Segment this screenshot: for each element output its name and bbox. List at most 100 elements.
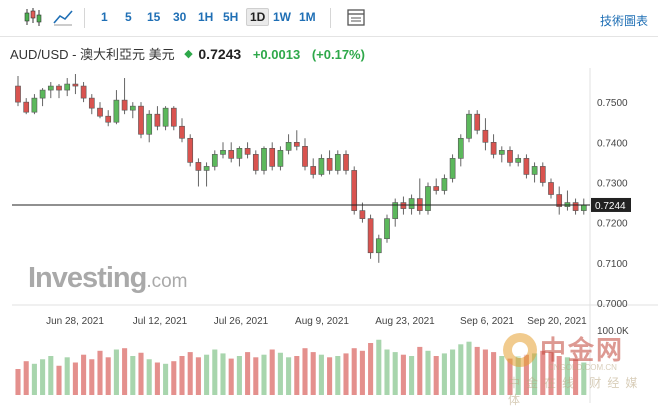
volume-bar bbox=[72, 362, 78, 395]
volume-bar bbox=[48, 356, 54, 395]
candle-body bbox=[15, 85, 21, 103]
candle-body bbox=[277, 150, 284, 167]
candle-body bbox=[392, 202, 399, 219]
volume-bar bbox=[56, 365, 62, 395]
volume-bar bbox=[458, 344, 464, 395]
candle-body bbox=[457, 137, 464, 159]
candle-body bbox=[203, 166, 210, 171]
candle-body bbox=[285, 142, 292, 151]
volume-bar bbox=[31, 363, 37, 395]
y-tick-label: 0.7100 bbox=[597, 259, 628, 270]
price-change: +0.0013 bbox=[252, 47, 301, 62]
x-tick-label: Jun 28, 2021 bbox=[46, 316, 104, 327]
volume-bar bbox=[499, 356, 505, 395]
candle-body bbox=[31, 97, 38, 113]
price-change-percent: (+0.17%) bbox=[311, 47, 365, 62]
volume-bar bbox=[532, 353, 538, 395]
candle-body bbox=[310, 166, 317, 175]
y-tick-label: 0.7200 bbox=[597, 219, 628, 230]
volume-bar bbox=[318, 354, 324, 395]
volume-bar bbox=[187, 352, 193, 395]
volume-bar bbox=[515, 356, 521, 395]
timeframe-5h[interactable]: 5H bbox=[223, 10, 239, 24]
candle-body bbox=[97, 107, 103, 117]
volume-bar bbox=[310, 352, 316, 395]
candle-body bbox=[39, 89, 46, 99]
volume-bar bbox=[466, 341, 472, 395]
candle-body bbox=[72, 83, 79, 87]
volume-bar bbox=[40, 359, 46, 395]
candle-body bbox=[138, 105, 144, 135]
y-tick-label: 0.7500 bbox=[597, 98, 628, 109]
volume-bar bbox=[261, 354, 267, 395]
candle-body bbox=[121, 99, 128, 111]
candle-body bbox=[113, 99, 120, 123]
volume-bar bbox=[138, 352, 144, 395]
candle-body bbox=[556, 194, 563, 207]
volume-bar bbox=[294, 356, 300, 395]
candle-body bbox=[441, 178, 448, 191]
x-tick-label: Sep 6, 2021 bbox=[460, 316, 514, 327]
candle-body bbox=[318, 158, 325, 175]
chart-toolbar: 1 5 15 30 1H 5H 1D 1W 1M 技術圖表 bbox=[0, 0, 658, 37]
candle-body bbox=[531, 166, 538, 175]
volume-bar bbox=[236, 356, 242, 395]
candle-body bbox=[334, 154, 341, 171]
volume-bar bbox=[277, 352, 283, 395]
up-arrow-icon: ◆ bbox=[184, 48, 193, 60]
calendar-icon[interactable] bbox=[345, 6, 367, 28]
timeframe-5min[interactable]: 5 bbox=[125, 10, 132, 24]
y-tick-label: 0.7400 bbox=[597, 138, 628, 149]
timeframe-1w[interactable]: 1W bbox=[273, 10, 291, 24]
candle-body bbox=[179, 125, 185, 139]
volume-bar bbox=[548, 352, 554, 395]
x-tick-label: Aug 9, 2021 bbox=[295, 316, 349, 327]
volume-bar bbox=[97, 350, 103, 395]
candle-body bbox=[548, 182, 554, 195]
candle-body bbox=[375, 238, 382, 254]
volume-bar bbox=[146, 359, 152, 395]
volume-bar bbox=[359, 350, 365, 395]
volume-bar bbox=[179, 356, 185, 395]
candle-body bbox=[236, 148, 243, 159]
volume-bar bbox=[417, 346, 423, 395]
candle-body bbox=[515, 158, 522, 163]
technical-chart-link[interactable]: 技術圖表 bbox=[599, 14, 648, 28]
candle-body bbox=[482, 129, 489, 143]
candle-body bbox=[408, 198, 415, 209]
candle-body bbox=[302, 146, 308, 167]
candle-body bbox=[474, 113, 481, 131]
x-tick-label: Sep 20, 2021 bbox=[527, 316, 587, 327]
candlestick-chart-icon[interactable] bbox=[22, 6, 44, 28]
candle-body bbox=[170, 107, 177, 127]
candle-body bbox=[343, 154, 349, 171]
candle-body bbox=[523, 158, 530, 175]
candle-body bbox=[326, 158, 333, 171]
timeframe-1m[interactable]: 1M bbox=[299, 10, 316, 24]
timeframe-1min[interactable]: 1 bbox=[101, 10, 108, 24]
timeframe-30min[interactable]: 30 bbox=[173, 10, 187, 24]
y-tick-label: 0.7300 bbox=[597, 178, 628, 189]
volume-bar bbox=[433, 356, 439, 395]
timeframe-1d[interactable]: 1D bbox=[246, 8, 270, 26]
volume-bar bbox=[540, 350, 546, 395]
candle-body bbox=[80, 85, 87, 99]
candle-body bbox=[261, 148, 267, 171]
timeframe-1h[interactable]: 1H bbox=[198, 10, 214, 24]
instrument-name: AUD/USD - 澳大利亞元 美元 bbox=[10, 47, 175, 62]
volume-bar bbox=[245, 352, 251, 395]
candle-body bbox=[56, 85, 62, 91]
volume-bar bbox=[212, 349, 218, 395]
toolbar-divider bbox=[84, 8, 85, 28]
area-chart-icon[interactable] bbox=[52, 6, 74, 28]
volume-bar bbox=[343, 353, 349, 395]
candle-body bbox=[490, 142, 497, 155]
volume-bar bbox=[113, 349, 119, 395]
candle-body bbox=[211, 154, 218, 167]
y-tick-label: 0.7000 bbox=[597, 299, 628, 310]
candle-body bbox=[351, 170, 358, 211]
candle-body bbox=[244, 148, 251, 155]
volume-bar bbox=[204, 354, 210, 395]
timeframe-15min[interactable]: 15 bbox=[147, 10, 161, 24]
